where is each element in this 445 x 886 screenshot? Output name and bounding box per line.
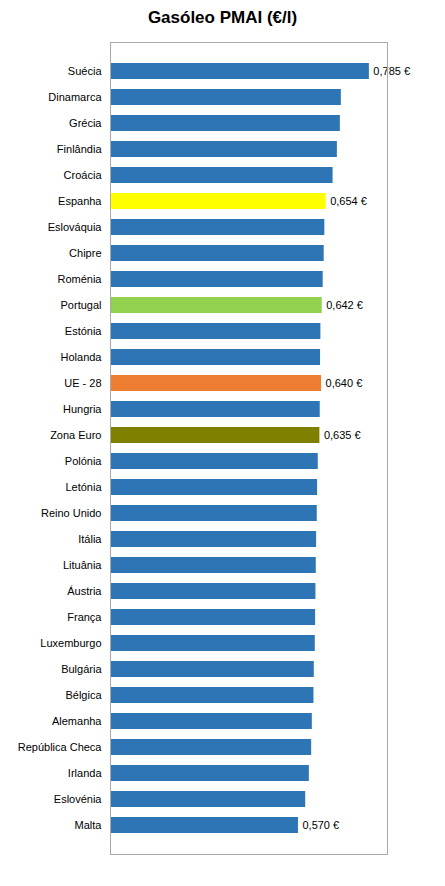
svg-text:Áustria: Áustria <box>67 585 102 597</box>
svg-text:Irlanda: Irlanda <box>68 767 103 779</box>
svg-text:Eslováquia: Eslováquia <box>48 221 103 233</box>
svg-text:Estónia: Estónia <box>65 325 103 337</box>
svg-text:Bélgica: Bélgica <box>65 689 102 701</box>
html-text:Gasóleo PMAI (€/l): Gasóleo PMAI (€/l) <box>147 8 298 27</box>
svg-text:0,654 €: 0,654 € <box>330 195 367 207</box>
svg-text:0,785 €: 0,785 € <box>373 65 410 77</box>
svg-text:Eslovénia: Eslovénia <box>54 793 103 805</box>
svg-text:República Checa: República Checa <box>18 741 103 753</box>
svg-text:Polónia: Polónia <box>65 455 103 467</box>
svg-text:Espanha: Espanha <box>58 195 102 207</box>
svg-text:Chipre: Chipre <box>69 247 101 259</box>
svg-text:Alemanha: Alemanha <box>52 715 102 727</box>
svg-text:França: França <box>67 611 102 623</box>
svg-text:0,635 €: 0,635 € <box>324 429 361 441</box>
svg-text:Zona Euro: Zona Euro <box>50 429 101 441</box>
svg-text:Itália: Itália <box>78 533 102 545</box>
svg-text:Grécia: Grécia <box>69 117 102 129</box>
svg-text:0,640 €: 0,640 € <box>326 377 363 389</box>
svg-text:Finlândia: Finlândia <box>57 143 103 155</box>
svg-text:Letónia: Letónia <box>65 481 102 493</box>
svg-text:Reino Unido: Reino Unido <box>41 507 102 519</box>
svg-text:Luxemburgo: Luxemburgo <box>40 637 101 649</box>
svg-text:Bulgária: Bulgária <box>61 663 102 675</box>
svg-text:Portugal: Portugal <box>61 299 102 311</box>
svg-text:UE - 28: UE - 28 <box>64 377 101 389</box>
svg-text:Dinamarca: Dinamarca <box>48 91 102 103</box>
svg-text:Lituânia: Lituânia <box>63 559 102 571</box>
svg-text:Holanda: Holanda <box>61 351 103 363</box>
svg-text:Roménia: Roménia <box>57 273 102 285</box>
svg-text:Malta: Malta <box>75 819 103 831</box>
svg-text:0,570 €: 0,570 € <box>302 819 339 831</box>
svg-text:Suécia: Suécia <box>68 65 103 77</box>
svg-text:Hungria: Hungria <box>63 403 102 415</box>
svg-text:Croácia: Croácia <box>64 169 103 181</box>
svg-text:0,642 €: 0,642 € <box>326 299 363 311</box>
